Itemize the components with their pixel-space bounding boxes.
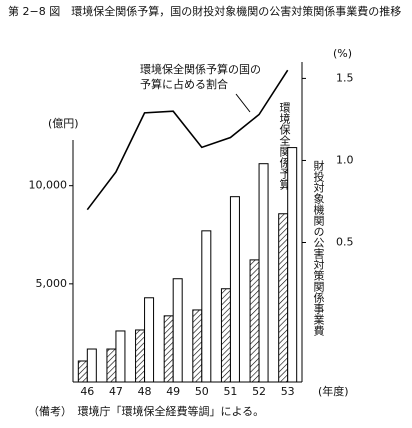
chart-title: 第 2−8 図 環境保全関係予算，国の財投対象機関の公害対策関係事業費の推移: [8, 4, 401, 18]
y2-tick-label: 1.0: [336, 153, 354, 166]
series-label: 環境保全関係予算の国の予算に占める割合: [140, 63, 261, 91]
x-tick-label: 51: [223, 385, 237, 398]
x-tick-label: 50: [195, 385, 209, 398]
bar: [163, 315, 174, 383]
bar: [220, 288, 231, 383]
series-label: 財投対象機関の公害対策関係事業費: [312, 159, 325, 336]
x-tick-label: 49: [166, 385, 180, 398]
bar: [201, 230, 212, 383]
x-tick-label: 52: [252, 385, 266, 398]
bar: [135, 329, 146, 383]
y-tick-label: 5,000: [36, 277, 68, 290]
bar: [172, 278, 183, 383]
bar: [86, 348, 97, 383]
bar: [115, 330, 126, 383]
bar: [229, 196, 240, 383]
bar: [144, 297, 155, 383]
y-tick-label: 10,000: [29, 179, 68, 192]
bar: [77, 360, 88, 383]
line: [86, 69, 289, 211]
x-tick-label: 53: [281, 385, 295, 398]
bar: [106, 348, 117, 383]
bar: [192, 309, 203, 383]
leader-line: [235, 93, 251, 113]
bar: [287, 147, 298, 383]
bar: [278, 213, 289, 383]
y2-tick-label: 0.5: [336, 236, 354, 249]
note: （備考） 環境庁「環境保全経費等調」による。: [28, 404, 264, 418]
y2-unit: (%): [333, 47, 352, 60]
x-unit: (年度): [318, 384, 349, 398]
bar: [258, 163, 269, 383]
x-tick-label: 46: [80, 385, 94, 398]
x-tick-label: 47: [109, 385, 123, 398]
bar: [249, 259, 260, 383]
y2-tick-label: 1.5: [336, 71, 354, 84]
x-tick-label: 48: [138, 385, 152, 398]
y-unit: (億円): [48, 117, 79, 130]
